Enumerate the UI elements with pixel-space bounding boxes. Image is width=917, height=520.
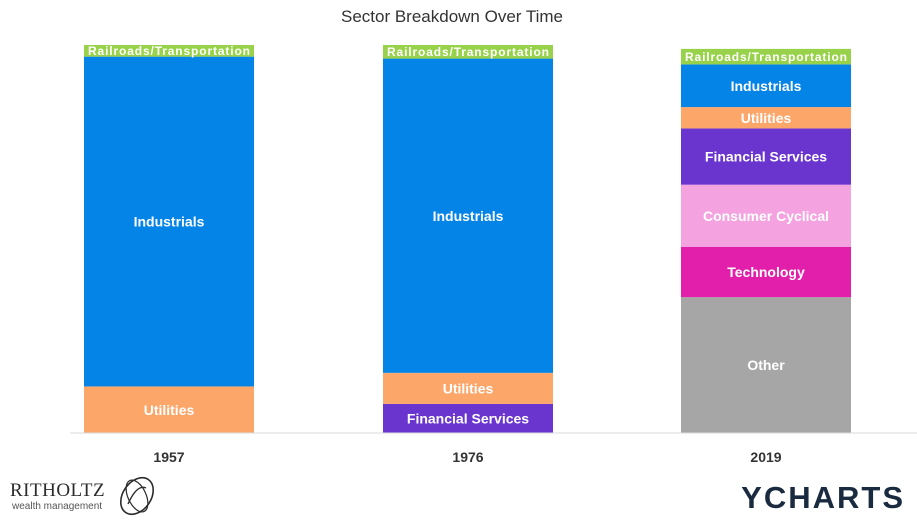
bar-label-other-2019: Other	[747, 357, 785, 373]
bar-label-industrials-1957: Industrials	[134, 214, 205, 230]
category-labels: 1957 1976 2019	[153, 449, 781, 465]
bar-segment-other-2019	[681, 297, 851, 433]
chart-title: Sector Breakdown Over Time	[341, 7, 563, 26]
bar-segment-consumer-cyclical-2019	[681, 184, 851, 247]
bar-segment-railroads-transportation-2019	[681, 48, 851, 65]
bar-label-financial-services-2019: Financial Services	[705, 149, 827, 165]
bar-segment-industrials-1976	[383, 58, 553, 373]
bar-label-railroads-transportation-1957: Railroads/Transportation	[88, 44, 250, 58]
stacked-bar-chart: Sector Breakdown Over Time Utilities Indu…	[70, 7, 917, 465]
bar-segment-railroads-transportation-1976	[383, 45, 553, 59]
bar-segment-utilities-1957	[84, 386, 254, 433]
x-tick-label-1957: 1957	[153, 449, 184, 465]
bar-segment-technology-2019	[681, 246, 851, 298]
x-tick-label-2019: 2019	[750, 449, 781, 465]
x-tick-label-1976: 1976	[452, 449, 483, 465]
bar-label-railroads-transportation-2019: Railroads/Transportation	[685, 50, 847, 64]
bar-label-railroads-transportation-1976: Railroads/Transportation	[387, 45, 549, 59]
bar-label-industrials-2019: Industrials	[731, 78, 802, 94]
bar-segment-industrials-1957	[84, 56, 254, 387]
bar-segment-railroads-transportation-1957	[84, 45, 254, 57]
bar-segment-utilities-2019	[681, 107, 851, 129]
bar-label-utilities-1976: Utilities	[443, 380, 494, 396]
bar-label-industrials-1976: Industrials	[433, 208, 504, 224]
bars-group: Utilities Industrials Railroads/Transporta…	[84, 44, 851, 433]
bar-segment-financial-services-1976	[383, 403, 553, 433]
bar-label-consumer-cyclical-2019: Consumer Cyclical	[703, 208, 829, 224]
bar-segment-industrials-2019	[681, 64, 851, 108]
ritholtz-logo-sub: wealth management	[12, 501, 103, 512]
bar-label-utilities-2019: Utilities	[741, 110, 792, 126]
ritholtz-emblem-icon	[119, 476, 155, 516]
ritholtz-logo: RITHOLTZ wealth management	[10, 472, 170, 520]
ritholtz-logo-name: RITHOLTZ	[10, 480, 106, 501]
bar-label-utilities-1957: Utilities	[144, 402, 195, 418]
bar-segment-utilities-1976	[383, 372, 553, 404]
ycharts-logo: YCHARTS	[741, 480, 905, 515]
bar-label-financial-services-1976: Financial Services	[407, 410, 529, 426]
bar-segment-financial-services-2019	[681, 128, 851, 185]
bar-label-technology-2019: Technology	[727, 264, 805, 280]
